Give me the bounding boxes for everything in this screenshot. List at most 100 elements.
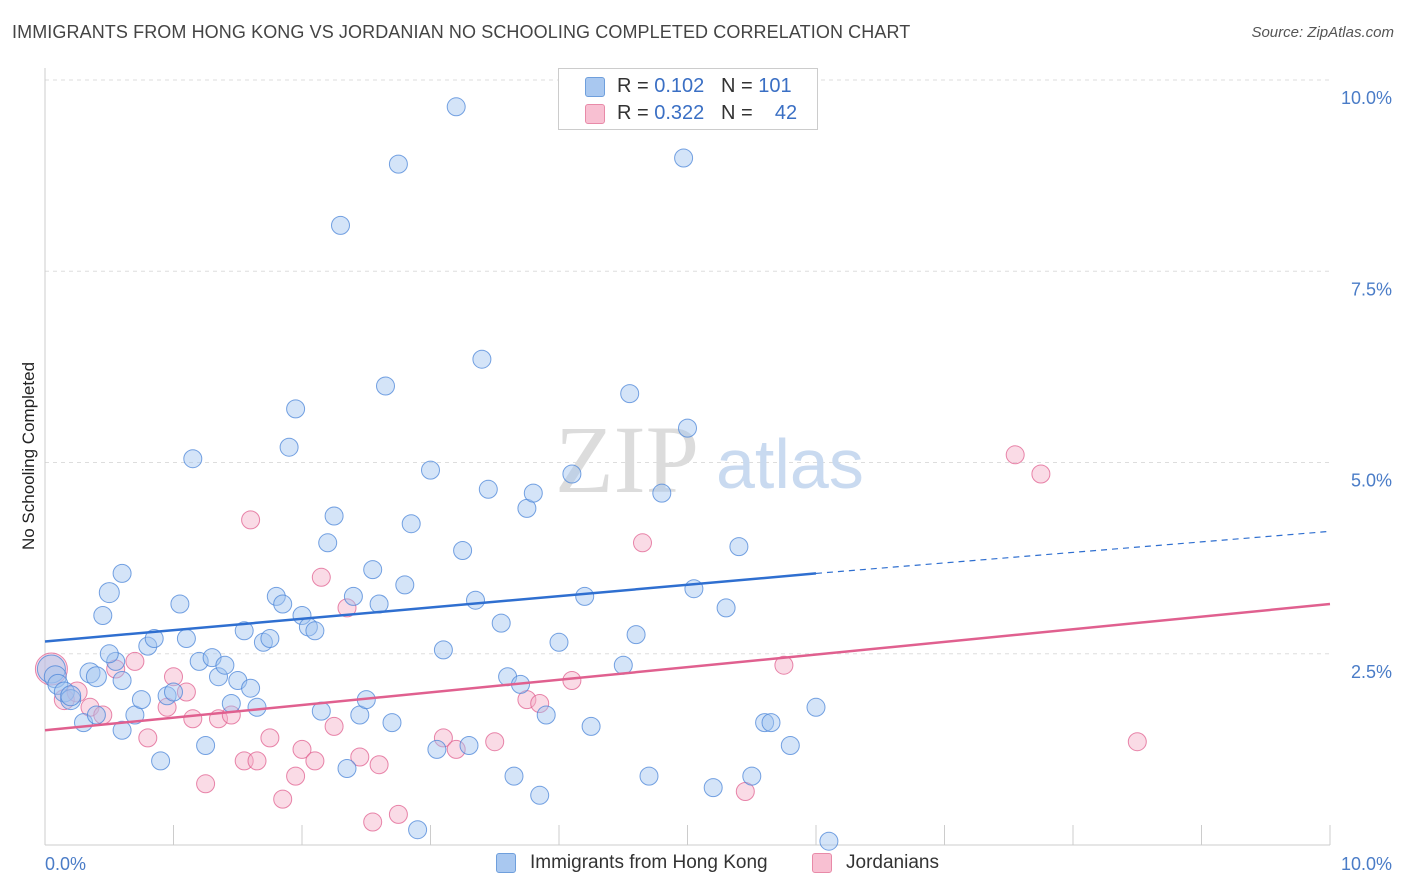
point-hong-kong bbox=[729, 537, 749, 557]
point-hong-kong bbox=[60, 685, 82, 707]
point-hong-kong bbox=[324, 506, 344, 526]
point-jordanians bbox=[247, 751, 267, 771]
watermark-zip: ZIP bbox=[555, 406, 699, 513]
point-hong-kong bbox=[138, 636, 158, 656]
point-hong-kong bbox=[260, 629, 280, 648]
point-jordanians bbox=[1127, 732, 1147, 752]
point-hong-kong bbox=[478, 479, 498, 499]
point-hong-kong bbox=[427, 739, 447, 759]
point-hong-kong bbox=[176, 629, 196, 648]
point-hong-kong bbox=[363, 560, 383, 580]
point-jordanians bbox=[485, 732, 505, 752]
point-jordanians bbox=[241, 510, 261, 530]
point-hong-kong bbox=[79, 662, 101, 684]
point-hong-kong bbox=[703, 778, 723, 798]
chart-title: IMMIGRANTS FROM HONG KONG VS JORDANIAN N… bbox=[12, 22, 911, 42]
point-hong-kong bbox=[536, 705, 556, 725]
point-hong-kong bbox=[742, 766, 762, 786]
point-hong-kong bbox=[453, 541, 473, 560]
data-points bbox=[34, 78, 1147, 851]
point-hong-kong bbox=[806, 697, 826, 717]
point-jordanians bbox=[433, 728, 453, 748]
legend-r-value: 0.102 bbox=[654, 75, 705, 97]
point-jordanians bbox=[305, 751, 325, 771]
point-jordanians bbox=[164, 667, 183, 687]
point-hong-kong bbox=[575, 586, 595, 606]
point-hong-kong bbox=[395, 575, 415, 595]
trend-lines bbox=[44, 530, 1331, 732]
watermark-atlas: atlas bbox=[716, 425, 864, 503]
point-hong-kong bbox=[98, 582, 120, 604]
point-hong-kong bbox=[93, 606, 113, 625]
point-hong-kong bbox=[99, 644, 119, 664]
point-hong-kong bbox=[716, 598, 736, 618]
point-hong-kong bbox=[343, 586, 363, 606]
point-hong-kong bbox=[170, 594, 190, 614]
point-hong-kong bbox=[459, 736, 479, 755]
point-hong-kong bbox=[472, 349, 492, 369]
point-jordanians bbox=[369, 755, 389, 775]
point-jordanians bbox=[530, 694, 550, 713]
point-hong-kong bbox=[761, 713, 781, 733]
correlation-legend: R = 0.102 N = 101 R = 0.322 N = 42 bbox=[558, 68, 818, 130]
point-hong-kong bbox=[164, 682, 183, 702]
point-hong-kong bbox=[674, 148, 694, 168]
legend-swatch-blue bbox=[585, 77, 605, 97]
point-hong-kong bbox=[388, 154, 408, 174]
watermark: ZIP atlas bbox=[555, 406, 864, 513]
point-jordanians bbox=[562, 671, 582, 690]
legend-label-hong-kong: Immigrants from Hong Kong bbox=[530, 852, 768, 873]
point-jordanians bbox=[1031, 464, 1051, 484]
point-hong-kong bbox=[562, 464, 582, 484]
axes bbox=[44, 68, 1331, 846]
trend-line-hong-kong bbox=[44, 572, 817, 643]
point-jordanians bbox=[286, 766, 306, 786]
legend-r-label: R = bbox=[617, 102, 655, 124]
point-jordanians bbox=[1005, 445, 1025, 465]
point-hong-kong bbox=[273, 594, 293, 614]
point-hong-kong bbox=[215, 655, 235, 675]
point-hong-kong bbox=[196, 736, 216, 755]
point-jordanians bbox=[292, 739, 312, 759]
y-tick-label: 5.0% bbox=[1351, 471, 1392, 491]
point-hong-kong bbox=[305, 621, 325, 641]
point-jordanians bbox=[176, 682, 196, 702]
point-hong-kong bbox=[613, 655, 633, 675]
point-jordanians bbox=[273, 789, 293, 809]
point-jordanians bbox=[260, 728, 280, 748]
point-hong-kong bbox=[755, 713, 775, 733]
y-tick-label: 2.5% bbox=[1351, 662, 1392, 682]
point-hong-kong bbox=[112, 720, 132, 740]
point-hong-kong bbox=[626, 625, 646, 645]
point-hong-kong bbox=[382, 713, 402, 733]
point-hong-kong bbox=[318, 533, 338, 553]
point-jordanians bbox=[337, 598, 357, 618]
point-hong-kong bbox=[241, 678, 261, 698]
point-jordanians bbox=[446, 739, 466, 759]
point-hong-kong bbox=[151, 751, 171, 771]
point-hong-kong bbox=[376, 376, 395, 396]
point-hong-kong bbox=[106, 651, 126, 671]
point-hong-kong bbox=[433, 640, 453, 660]
point-hong-kong bbox=[85, 666, 107, 688]
point-jordanians bbox=[183, 709, 203, 729]
point-hong-kong bbox=[279, 437, 299, 457]
point-hong-kong bbox=[504, 766, 524, 786]
legend-n-label: N = bbox=[720, 102, 759, 124]
point-hong-kong bbox=[620, 384, 640, 404]
point-hong-kong bbox=[247, 697, 267, 717]
point-jordanians bbox=[34, 652, 68, 686]
legend-r-label: R = bbox=[617, 75, 655, 97]
y-axis-label: No Schooling Completed bbox=[19, 362, 38, 550]
point-hong-kong bbox=[678, 418, 697, 438]
legend-label-jordanians: Jordanians bbox=[846, 852, 939, 873]
tick-labels: 10.0% 7.5% 5.0% 2.5% 0.0% 10.0% bbox=[45, 88, 1392, 874]
y-tick-label: 10.0% bbox=[1341, 88, 1392, 108]
y-tick-label: 7.5% bbox=[1351, 279, 1392, 299]
point-hong-kong bbox=[549, 632, 569, 652]
point-jordanians bbox=[125, 651, 145, 671]
source-credit: Source: ZipAtlas.com bbox=[1251, 24, 1394, 41]
legend-n-value: 101 bbox=[758, 75, 792, 97]
point-hong-kong bbox=[491, 613, 511, 633]
